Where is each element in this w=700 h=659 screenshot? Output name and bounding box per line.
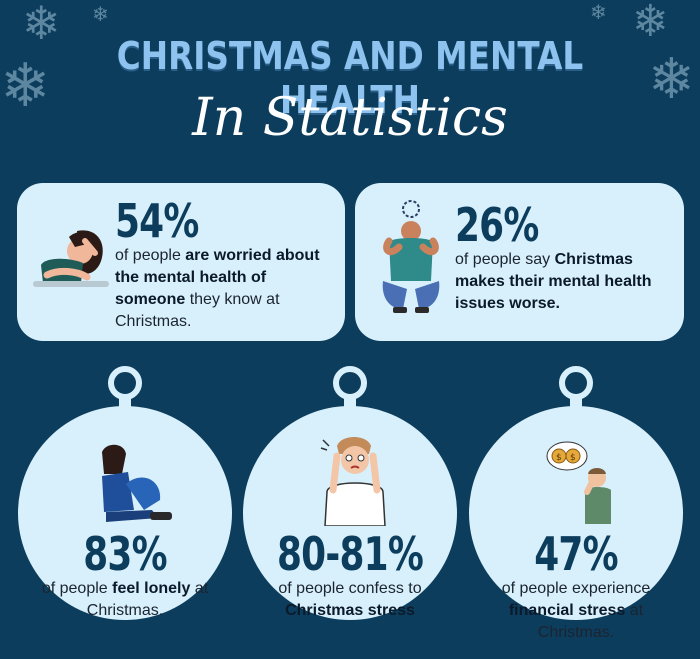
stat-text: of people confess to — [278, 580, 422, 597]
svg-text:$: $ — [556, 453, 562, 463]
stat-text: at Christmas. — [537, 602, 644, 641]
stat-value: 83% — [83, 527, 167, 581]
page-subtitle: In Statistics — [192, 88, 508, 148]
stat-highlight: Christmas makes their mental health issu… — [455, 251, 652, 312]
stressed-person-icon — [320, 437, 386, 526]
svg-text:$: $ — [570, 453, 576, 463]
money-worry-icon: $ $ — [546, 441, 611, 524]
stat-value: 26% — [455, 198, 539, 252]
lonely-person-icon — [102, 444, 172, 522]
ornament-lonely: 83% of people feel lonely at Christmas. — [18, 366, 232, 659]
snowflake-icon: ❄ — [590, 0, 607, 24]
stat-value: 47% — [534, 527, 618, 581]
stat-text: of people experience — [501, 580, 651, 597]
snowflake-icon: ❄ — [22, 0, 61, 50]
stat-card-worse: 26% of people say Christmas makes their … — [355, 183, 684, 341]
snowflake-icon: ❄ — [648, 47, 695, 112]
stat-value: 54% — [115, 194, 199, 248]
stat-card-worried: 54% of people are worried about the ment… — [17, 183, 345, 341]
snowflake-icon: ❄ — [632, 0, 669, 47]
stat-highlight: Christmas stress — [285, 602, 415, 619]
stat-value: 80-81% — [276, 527, 424, 581]
page-title: CHRISTMAS AND MENTAL HEALTH — [116, 34, 584, 122]
stat-text: of people say — [455, 251, 555, 268]
ornament-financial: $ $ 47% of people experience financial s… — [469, 366, 683, 659]
stat-text: of people — [115, 247, 186, 264]
stat-highlight: financial stress — [508, 602, 626, 619]
stat-text: they know at Christmas. — [115, 291, 280, 330]
stat-highlight: feel lonely — [112, 580, 191, 597]
snowflake-icon: ❄ — [92, 2, 109, 26]
worried-woman-icon — [33, 230, 109, 287]
stat-text: of people — [41, 580, 113, 597]
ornament-stress: 80-81% of people confess to Christmas st… — [243, 366, 457, 659]
snowflake-icon: ❄ — [0, 51, 51, 121]
stat-highlight: are worried about the mental health of s… — [115, 247, 320, 308]
stressed-man-icon — [382, 200, 440, 313]
stat-text: at Christmas. — [86, 580, 209, 619]
